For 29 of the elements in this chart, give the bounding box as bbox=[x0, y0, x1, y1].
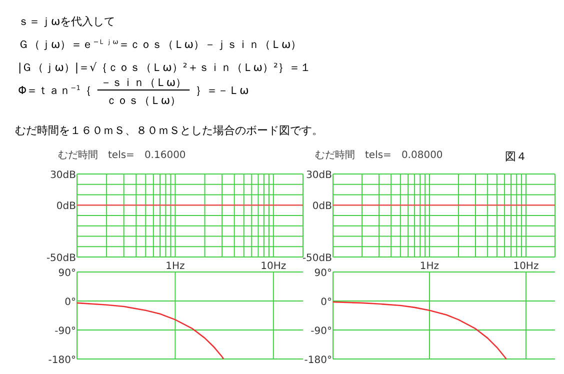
chart-title: むだ時間 tels= 0.16000 bbox=[58, 149, 186, 161]
x-tick-label: 10Hz bbox=[260, 261, 286, 272]
y-tick-label: -90° bbox=[310, 326, 332, 337]
text: Ｇ（ｊω）＝ｅ$^{−Ｌｊω}$＝ｃｏｓ（Ｌω）－ｊｓｉｎ（Ｌω） bbox=[18, 38, 302, 51]
y-tick-label: -50dB bbox=[302, 253, 332, 264]
text: むだ時間を１６０ｍＳ、８０ｍＳとした場合のボード図です。 bbox=[15, 124, 323, 137]
y-tick-label: 0dB bbox=[312, 201, 332, 212]
y-tick-label: 90° bbox=[314, 268, 332, 279]
x-tick-label: 1Hz bbox=[420, 261, 440, 272]
text: |Ｇ（ｊω）|＝√｛ｃｏｓ（Ｌω）²＋ｓｉｎ（Ｌω）²｝＝１ bbox=[18, 61, 311, 74]
y-tick-label: 30dB bbox=[306, 170, 332, 181]
text: ｝＝－Ｌω bbox=[196, 84, 249, 97]
text: ｃｏｓ（Ｌω） bbox=[106, 94, 182, 107]
caption: 図４ bbox=[505, 150, 527, 163]
y-tick-label: -180° bbox=[304, 355, 332, 366]
text: ｓ＝ｊωを代入して bbox=[18, 15, 116, 28]
y-tick-label: 0dB bbox=[56, 201, 76, 212]
y-tick-label: 0° bbox=[64, 297, 76, 308]
y-tick-label: -180° bbox=[48, 355, 76, 366]
x-tick-label: 10Hz bbox=[513, 261, 539, 272]
chart-title: むだ時間 tels= 0.08000 bbox=[315, 149, 443, 161]
y-tick-label: -50dB bbox=[46, 253, 76, 264]
y-tick-label: 90° bbox=[58, 268, 76, 279]
y-tick-label: 0° bbox=[320, 297, 332, 308]
y-tick-label: -90° bbox=[54, 326, 76, 337]
text: －ｓｉｎ（Ｌω） bbox=[100, 76, 187, 89]
text: Φ＝ｔａｎ$^{−1}$｛ bbox=[18, 84, 92, 97]
y-tick-label: 30dB bbox=[50, 170, 76, 181]
x-tick-label: 1Hz bbox=[166, 261, 185, 272]
